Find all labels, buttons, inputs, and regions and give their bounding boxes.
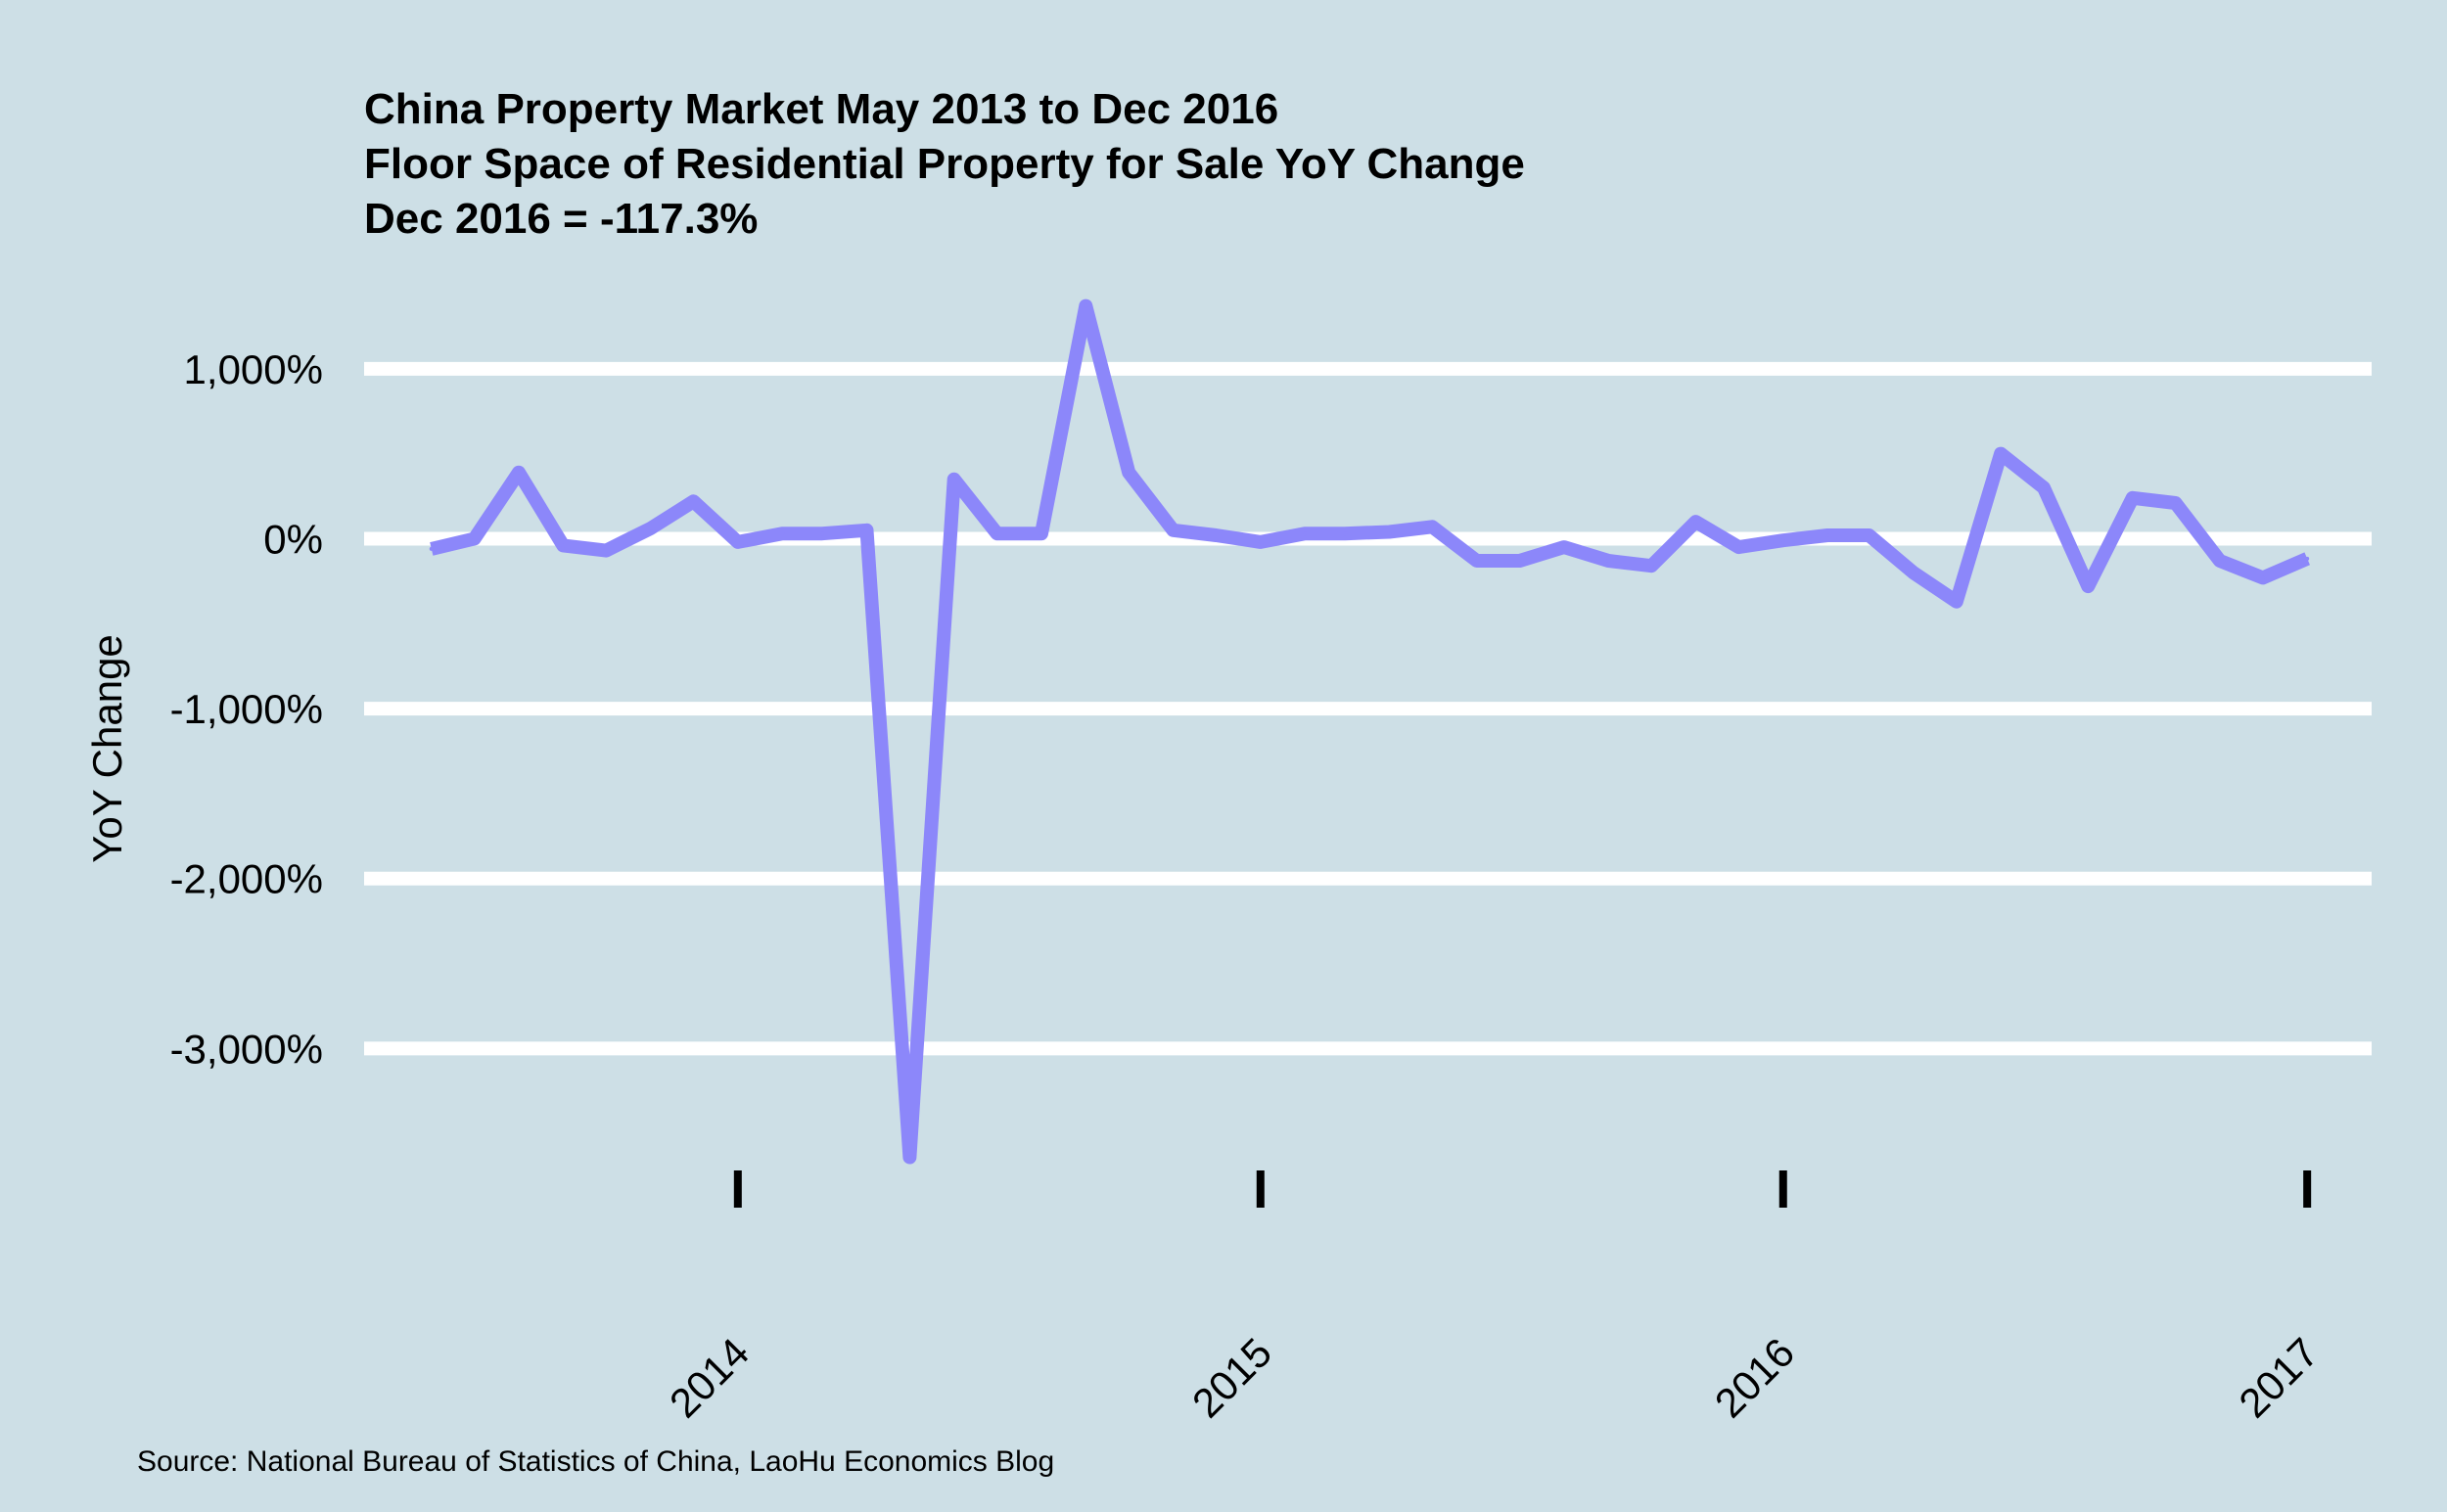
data-point [994,531,999,536]
data-point [1171,527,1176,532]
data-point [1430,525,1435,529]
data-point [1867,532,1871,537]
series-line-0 [430,298,2310,1165]
data-point [1780,538,1785,543]
data-point [820,531,825,536]
data-point [1954,599,1959,604]
data-point [951,477,956,481]
y-axis-title: YoY Change [84,634,130,863]
data-point [1561,545,1566,550]
chart-title-line-2: Floor Space of Residential Property for … [364,140,1525,188]
data-point [1999,451,2004,456]
source-caption: Source: National Bureau of Statistics of… [137,1445,1054,1478]
data-point [2305,556,2310,561]
data-point [1258,539,1263,544]
data-point [2260,575,2265,580]
data-point [1825,532,1830,537]
x-tick-labels: 2014 2015 2016 2017 [661,1329,2328,1426]
data-point [1127,470,1131,475]
y-tick-label: 1,000% [184,346,323,392]
series-layer [429,298,2310,1165]
gridlines [364,361,2372,1056]
data-point [604,548,609,553]
data-point [1517,559,1522,564]
data-point [2086,584,2091,589]
y-tick-labels: 1,000% 0% -1,000% -2,000% -3,000% [170,346,323,1073]
y-tick-label: -2,000% [170,856,323,902]
data-point [1606,559,1611,564]
chart-title-line-3: Dec 2016 = -117.3% [364,195,758,243]
data-point [1343,531,1348,536]
data-point [1649,564,1654,569]
data-point [2173,500,2178,505]
x-tick-label-2014: 2014 [661,1329,758,1426]
data-point [429,546,434,551]
data-point [1303,531,1308,536]
data-point [1214,532,1219,537]
y-tick-label: -1,000% [170,686,323,732]
x-tick-marks [733,1170,2312,1208]
data-point [1474,559,1479,564]
data-point [1736,545,1741,550]
data-point [472,536,477,541]
data-point [691,499,696,504]
chart-title-line-1: China Property Market May 2013 to Dec 20… [364,85,1278,133]
data-point [1911,571,1916,575]
x-tick-label-2015: 2015 [1183,1329,1280,1426]
data-point [2217,559,2222,564]
data-point [1387,529,1392,534]
y-tick-label: -3,000% [170,1026,323,1072]
data-point [2130,495,2135,500]
x-tick-label-2017: 2017 [2230,1329,2327,1426]
data-point [1039,531,1043,536]
data-point [516,470,521,475]
data-point [2041,485,2046,490]
data-point [1693,520,1698,525]
data-point [864,527,869,532]
data-point [561,543,566,548]
data-point [780,531,785,536]
x-tick-label-2016: 2016 [1706,1329,1803,1426]
y-tick-label: 0% [263,516,323,562]
data-point [648,527,653,531]
data-point [1084,303,1088,308]
data-point [907,1155,912,1160]
data-point [735,539,740,544]
